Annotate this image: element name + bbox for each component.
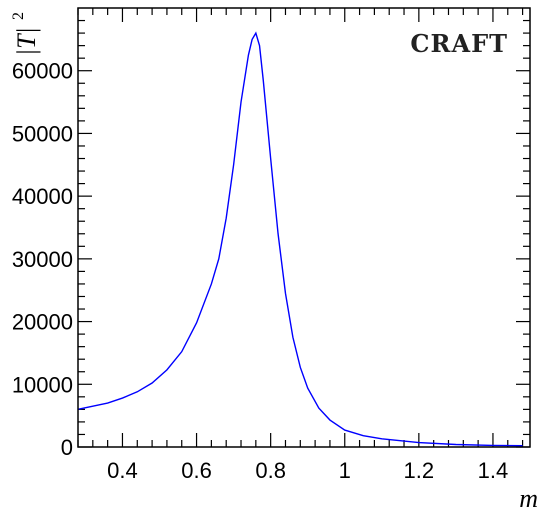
x-tick-label: 0.4 [107,458,138,483]
y-axis-label-main: |T| [12,27,41,56]
x-tick-label: 1.2 [404,458,435,483]
y-tick-label: 60000 [12,59,73,84]
x-tick-label: 0.6 [181,458,212,483]
y-tick-label: 40000 [12,184,73,209]
y-axis-label-exponent: 2 [10,12,27,20]
series-line [77,31,523,447]
plot-frame [77,7,531,448]
y-tick-label: 20000 [12,310,73,335]
y-axis-label: |T| 2 [10,12,41,56]
x-tick-label: 0.8 [255,458,286,483]
y-tick-label: 0 [61,435,73,460]
craft-annotation: CRAFT [410,29,508,58]
y-tick-label: 30000 [12,247,73,272]
tick-labels: 0.4 0.6 0.8 1 1.2 1.4 0 10000 20000 30000 40000 500… [12,59,508,483]
x-tick-label: 1 [339,458,351,483]
x-axis-label: m [519,484,538,513]
y-tick-label: 50000 [12,121,73,146]
axis-ticks [77,8,530,448]
y-tick-label: 10000 [12,372,73,397]
x-tick-label: 1.4 [478,458,509,483]
